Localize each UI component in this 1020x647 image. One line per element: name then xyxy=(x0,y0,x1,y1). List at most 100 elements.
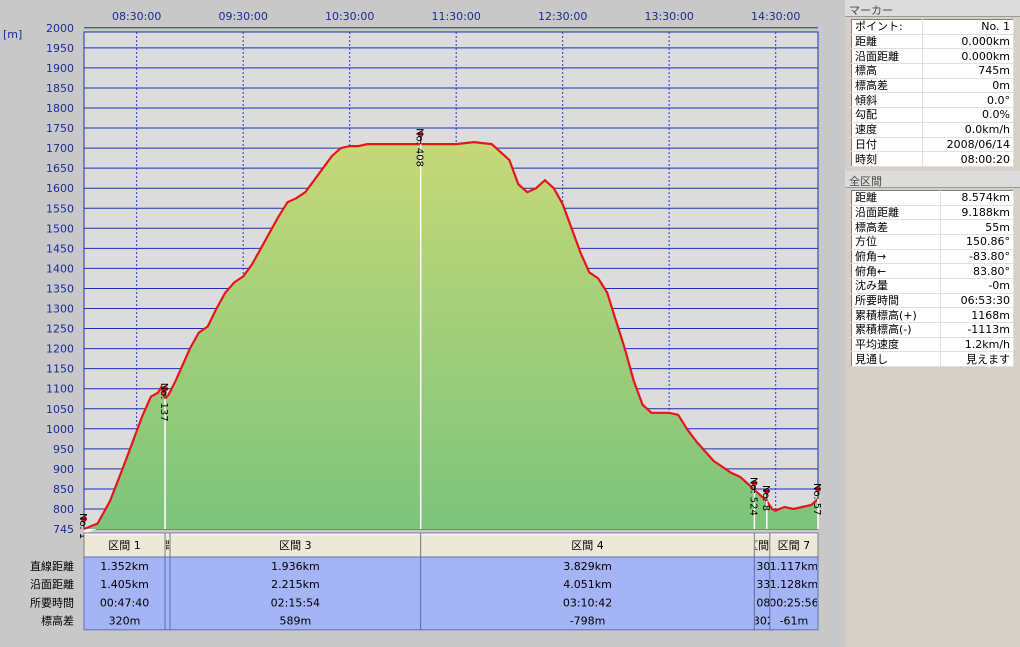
y-tick-label: 1850 xyxy=(46,82,74,95)
total-info-value: 1168m xyxy=(940,307,1014,324)
marker-info-row: 傾斜 0.0° xyxy=(851,92,1015,109)
total-info-row: 所要時間 06:53:30 xyxy=(851,293,1014,309)
track-marker[interactable]: No. 137 xyxy=(158,383,169,529)
segment-cell: 03:10:42 xyxy=(563,596,612,609)
segment-header-label: 区間 2 xyxy=(151,539,184,552)
y-tick-label: 950 xyxy=(53,443,74,456)
marker-info-row: 標高 745m xyxy=(851,63,1015,79)
total-info-row: 俯角← 83.80° xyxy=(851,263,1014,279)
marker-info-value: 0m xyxy=(922,78,1015,94)
segment-header-label: 区間 5 xyxy=(747,539,780,552)
segment-row-label: 標高差 xyxy=(41,614,74,628)
elevation-profile-chart: No. 1 No. 137 No. 408 No. 524 No. 8 No. 57 74… xyxy=(3,10,822,631)
x-tick-label: 13:30:00 xyxy=(644,10,693,23)
segment-cell: 02:15:54 xyxy=(271,596,320,609)
segment-cell: 320m xyxy=(109,615,141,628)
marker-info-value: 0.0% xyxy=(922,107,1015,123)
segment-header-label: 区間 4 xyxy=(571,539,604,552)
total-info-label: 沿面距離 xyxy=(851,205,942,221)
segment-row-label: 沿面距離 xyxy=(30,577,74,591)
total-info-label: 俯角→ xyxy=(851,249,942,265)
total-info-value: 55m xyxy=(940,219,1014,235)
marker-panel-title: マーカー xyxy=(845,0,1020,17)
segment-cell: 1.936km xyxy=(271,560,320,573)
total-section-table: 距離 8.574km 沿面距離 9.188km 標高差 55m 方位 150.86° 俯角→ -8… xyxy=(851,189,1014,368)
marker-info-row: 勾配 0.0% xyxy=(851,107,1015,123)
marker-info-label: 標高差 xyxy=(851,78,923,94)
y-tick-label: 1500 xyxy=(46,222,74,235)
marker-info-label: 時刻 xyxy=(851,151,923,167)
segment-header-label: 区間 1 xyxy=(108,539,141,552)
total-info-label: 累積標高(-) xyxy=(851,322,942,338)
x-tick-label: 09:30:00 xyxy=(218,10,267,23)
segment-cell: 2.215km xyxy=(271,578,320,591)
total-info-value: 8.574km xyxy=(940,190,1014,206)
segment-header-label: 区間 7 xyxy=(778,539,811,552)
marker-info-label: 日付 xyxy=(851,137,923,153)
segment-column[interactable]: 区間 3 1.936km 2.215km 02:15:54 589m xyxy=(169,532,422,631)
track-marker-label: No. 1 xyxy=(77,513,88,539)
y-tick-label: 1300 xyxy=(46,303,74,316)
segment-cell: 1.117km xyxy=(770,560,819,573)
x-tick-label: 10:30:00 xyxy=(325,10,374,23)
total-info-row: 俯角→ -83.80° xyxy=(851,249,1014,265)
y-tick-label: 2000 xyxy=(46,22,74,35)
total-info-row: 累積標高(-) -1113m xyxy=(851,322,1014,338)
marker-info-row: 日付 2008/06/14 xyxy=(851,137,1015,153)
total-panel-title: 全区間 xyxy=(845,170,1020,188)
segment-cell: 4.051km xyxy=(563,578,612,591)
y-tick-label: 1650 xyxy=(46,162,74,175)
segment-cell: 589m xyxy=(280,615,312,628)
marker-info-row: 距離 0.000km xyxy=(851,34,1015,50)
total-info-label: 方位 xyxy=(851,234,942,250)
marker-info-value: 0.0° xyxy=(922,92,1015,109)
marker-info-label: 距離 xyxy=(851,34,923,50)
segment-column[interactable]: 区間 7 1.117km 1.128km 00:25:56 -61m xyxy=(769,532,819,631)
marker-info-label: ポイント: xyxy=(851,19,923,35)
segment-column[interactable]: 区間 1 1.352km 1.405km 00:47:40 320m xyxy=(83,532,166,631)
y-tick-label: 1250 xyxy=(46,323,74,336)
segment-cell: 3.829km xyxy=(563,560,612,573)
y-tick-label: 850 xyxy=(53,483,74,496)
y-tick-label: 745 xyxy=(53,523,74,536)
total-info-value: 06:53:30 xyxy=(940,293,1014,309)
track-marker[interactable]: No. 1 xyxy=(77,513,88,539)
x-tick-label: 08:30:00 xyxy=(112,10,161,23)
total-info-row: 方位 150.86° xyxy=(851,234,1014,250)
y-tick-label: 1050 xyxy=(46,403,74,416)
track-marker[interactable]: No. 524 xyxy=(747,477,758,529)
segment-cell: 1.352km xyxy=(100,560,149,573)
y-tick-label: 900 xyxy=(53,463,74,476)
total-info-value: -83.80° xyxy=(940,249,1014,265)
y-tick-label: 1800 xyxy=(46,102,74,115)
marker-info-row: 速度 0.0km/h xyxy=(851,122,1015,138)
y-tick-label: 1350 xyxy=(46,282,74,295)
y-axis-unit-label: [m] xyxy=(3,28,22,41)
track-marker[interactable]: No. 408 xyxy=(414,128,425,529)
total-info-label: 沈み量 xyxy=(851,278,942,294)
segment-cell: 00:47:40 xyxy=(100,596,149,609)
marker-info-value: 08:00:20 xyxy=(922,151,1015,167)
y-tick-label: 1000 xyxy=(46,423,74,436)
total-info-row: 沿面距離 9.188km xyxy=(851,205,1014,221)
segment-cell: 30 xyxy=(756,560,770,573)
marker-info-label: 勾配 xyxy=(851,107,923,123)
segment-column[interactable]: 区間 4 3.829km 4.051km 03:10:42 -798m xyxy=(420,532,755,631)
total-info-label: 俯角← xyxy=(851,263,942,279)
segment-row-label: 直線距離 xyxy=(30,559,74,573)
marker-info-label: 標高 xyxy=(851,63,923,79)
total-info-row: 見通し 見えます xyxy=(851,351,1014,368)
x-tick-label: 14:30:00 xyxy=(751,10,800,23)
marker-info-value: No. 1 xyxy=(922,19,1015,35)
track-marker[interactable]: No. 8 xyxy=(760,485,771,529)
marker-info-value: 0.000km xyxy=(922,48,1015,65)
total-info-label: 平均速度 xyxy=(851,337,942,353)
total-info-row: 累積標高(+) 1168m xyxy=(851,307,1014,324)
track-marker-label: No. 8 xyxy=(760,485,771,511)
total-info-row: 沈み量 -0m xyxy=(851,278,1014,294)
segment-cell: 00:25:56 xyxy=(769,596,818,609)
track-marker[interactable]: No. 57 xyxy=(811,483,822,529)
segment-header-label: 区間 3 xyxy=(279,539,312,552)
marker-info-label: 速度 xyxy=(851,122,923,138)
segment-cell: 1.405km xyxy=(100,578,149,591)
